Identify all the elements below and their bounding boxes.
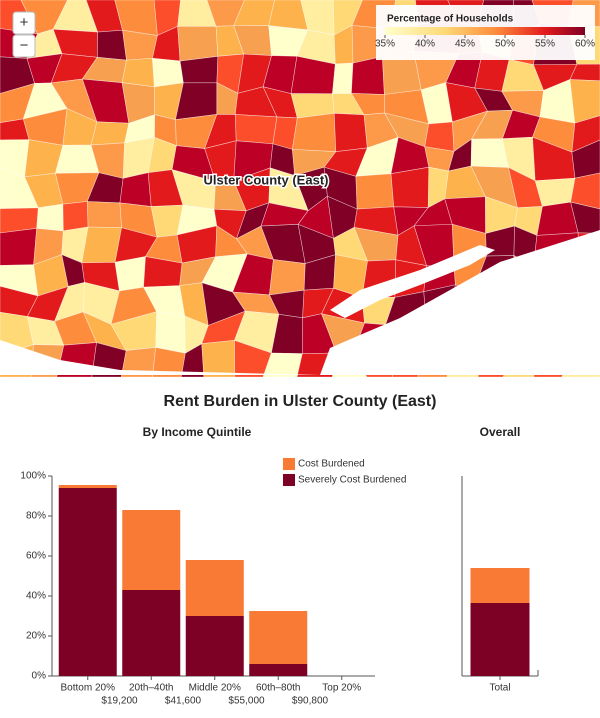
map-region	[424, 121, 455, 152]
zoom-in-button[interactable]	[12, 11, 36, 35]
map-region	[62, 201, 89, 232]
x-tick-label: Middle 20%	[189, 683, 241, 694]
map-region	[269, 259, 306, 296]
map-water	[320, 230, 600, 375]
zoom-in-label[interactable]: +	[20, 14, 29, 31]
map-legend: Percentage of Households 35% 40% 45% 50% 55%…	[375, 5, 595, 60]
map-label: Ulster County (East)	[204, 172, 329, 187]
map-water	[0, 340, 320, 375]
map-region	[122, 29, 158, 61]
legend-tick-label: 50%	[495, 39, 515, 50]
map-region	[292, 113, 337, 152]
map-region	[201, 340, 236, 378]
bar-segment	[58, 485, 117, 488]
bar-segment	[185, 616, 244, 676]
map-region	[470, 138, 509, 168]
legend-tick-label: 45%	[455, 39, 475, 50]
map-region	[81, 226, 122, 264]
map-water	[330, 245, 495, 318]
legend-tick-label: 60%	[575, 39, 595, 50]
zoom-controls: + −	[12, 11, 36, 58]
zoom-out-button[interactable]	[12, 34, 36, 58]
bar-segment	[249, 611, 308, 664]
map	[0, 0, 600, 378]
threshold-label: $90,800	[292, 696, 329, 707]
map-region	[569, 79, 600, 124]
bar-segment	[470, 603, 530, 676]
map-region	[570, 201, 600, 234]
y-tick-label: 0%	[32, 671, 47, 682]
y-tick-label: 80%	[26, 511, 46, 522]
map-region	[177, 26, 219, 62]
x-tick-label: Bottom 20%	[61, 683, 116, 694]
legend-title: Percentage of Households	[387, 14, 514, 25]
map-region	[90, 121, 130, 146]
map-region	[569, 63, 600, 82]
map-region	[119, 172, 152, 207]
legend-swatch	[283, 474, 295, 486]
map-region	[351, 56, 385, 95]
threshold-label: $55,000	[228, 696, 265, 707]
map-region	[114, 256, 146, 292]
map-region	[179, 56, 219, 84]
bar-segment	[122, 590, 181, 676]
chart-subtitle: Overall	[480, 425, 521, 439]
map-region	[152, 57, 184, 88]
map-region	[571, 139, 600, 179]
y-tick-label: 60%	[26, 551, 46, 562]
bar-segment	[58, 488, 117, 676]
x-tick-label: 20th–40th	[129, 683, 174, 694]
map-region	[390, 166, 430, 208]
threshold-label: $19,200	[101, 696, 138, 707]
bar-segment	[122, 510, 181, 590]
legend-tick-label: 40%	[415, 39, 435, 50]
x-tick-label: Top 20%	[322, 683, 361, 694]
legend-tick-label: 55%	[535, 39, 555, 50]
map-region	[0, 227, 38, 266]
legend-label: Severely Cost Burdened	[298, 475, 406, 486]
bar-segment	[185, 560, 244, 616]
map-region	[97, 29, 127, 61]
map-region	[355, 173, 395, 210]
x-tick-label: Total	[489, 683, 510, 694]
bar-segment	[470, 568, 530, 603]
map-region	[234, 114, 278, 145]
map-region	[570, 172, 600, 210]
legend-tick-label: 35%	[375, 39, 395, 50]
legend-label: Cost Burdened	[298, 459, 365, 470]
legend-gradient	[385, 27, 585, 35]
map-region	[332, 62, 354, 95]
x-tick-label: 60th–80th	[256, 683, 301, 694]
legend-swatch	[283, 458, 295, 470]
map-region	[333, 113, 368, 152]
map-region	[36, 203, 64, 232]
bar-segment	[249, 664, 308, 676]
chart-subtitle: By Income Quintile	[143, 425, 252, 439]
map-region	[86, 201, 122, 229]
zoom-out-label[interactable]: −	[20, 37, 29, 54]
threshold-label: $41,600	[165, 696, 202, 707]
map-region	[155, 311, 186, 354]
y-tick-label: 20%	[26, 631, 46, 642]
y-tick-label: 40%	[26, 591, 46, 602]
y-tick-label: 100%	[20, 471, 46, 482]
map-region	[121, 57, 155, 88]
chart-title: Rent Burden in Ulster County (East)	[164, 393, 437, 410]
